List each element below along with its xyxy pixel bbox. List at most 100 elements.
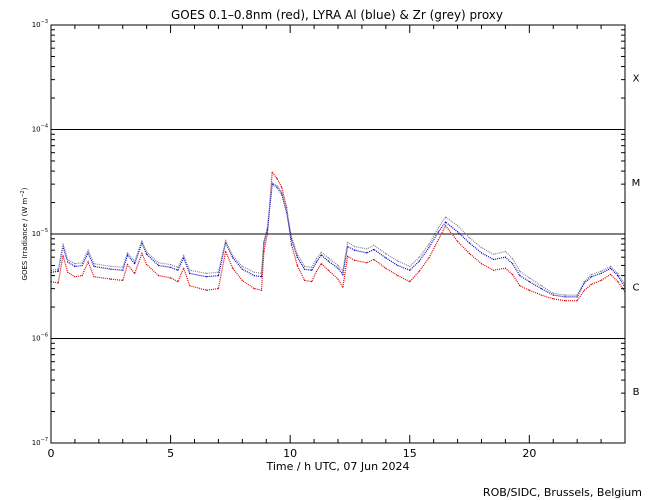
data-point <box>241 265 243 267</box>
data-point <box>87 252 89 254</box>
data-point <box>528 281 530 283</box>
data-point <box>468 237 471 239</box>
data-point <box>610 267 612 269</box>
data-point <box>62 255 64 257</box>
data-point <box>385 257 387 259</box>
data-point <box>276 186 278 188</box>
data-point <box>397 264 399 267</box>
data-point <box>281 191 283 193</box>
data-point <box>266 227 268 229</box>
data-point <box>205 272 208 274</box>
data-point <box>81 275 83 277</box>
series-line <box>50 181 626 296</box>
y-axis-label-main: GOES Irradiance / (W m <box>21 197 29 280</box>
data-point <box>519 285 521 287</box>
data-point <box>373 258 375 261</box>
data-point <box>552 292 554 294</box>
data-point <box>409 265 411 267</box>
data-point <box>445 216 447 218</box>
data-point <box>583 282 585 284</box>
series-line <box>50 183 626 298</box>
data-point <box>418 260 420 262</box>
data-point <box>457 240 459 242</box>
flare-class-label: C <box>633 282 640 293</box>
credit-label: ROB/SIDC, Brussels, Belgium <box>483 486 642 499</box>
data-point <box>366 248 368 250</box>
data-point <box>366 262 368 264</box>
data-point <box>290 235 292 237</box>
x-axis-label: Time / h UTC, 07 Jun 2024 <box>265 460 409 473</box>
data-point <box>590 283 593 285</box>
data-point <box>397 275 399 277</box>
data-point <box>409 269 411 271</box>
data-point <box>366 252 368 254</box>
data-point <box>296 256 298 258</box>
data-point <box>74 276 76 278</box>
data-point <box>600 272 602 274</box>
data-point <box>134 260 136 262</box>
data-point <box>225 250 227 253</box>
data-point <box>428 247 430 249</box>
data-point <box>373 244 375 246</box>
x-tick-label: 20 <box>522 447 536 460</box>
data-point <box>327 269 329 271</box>
data-point <box>320 263 322 265</box>
data-point <box>327 260 329 262</box>
data-point <box>74 263 76 265</box>
data-point <box>122 279 124 281</box>
data-point <box>617 272 619 274</box>
data-point <box>158 275 160 277</box>
data-point <box>492 269 495 271</box>
y-tick-label: 10−3 <box>32 19 48 29</box>
data-point <box>576 296 578 298</box>
data-point <box>303 268 306 270</box>
data-point <box>540 288 542 290</box>
data-point <box>445 225 447 227</box>
data-point <box>600 279 602 281</box>
data-point <box>590 276 593 278</box>
series-path <box>50 170 626 302</box>
data-point <box>320 251 322 253</box>
x-tick-label: 5 <box>167 447 174 460</box>
data-point <box>225 240 227 242</box>
data-point <box>511 258 514 260</box>
data-point <box>134 272 136 274</box>
data-point <box>480 263 483 265</box>
data-point <box>62 243 64 245</box>
data-point <box>296 253 298 255</box>
data-point <box>296 264 298 267</box>
data-point <box>126 264 129 266</box>
data-point <box>504 256 506 258</box>
data-point <box>315 270 318 272</box>
data-point <box>276 177 278 180</box>
data-point <box>511 263 514 265</box>
data-point <box>492 253 495 255</box>
data-point <box>183 255 185 257</box>
data-point <box>170 264 172 266</box>
x-axis-ticks: 0 5 10 15 20 <box>48 25 626 460</box>
y-tick-label: 10−7 <box>32 437 48 447</box>
data-point <box>437 239 439 241</box>
data-point <box>600 270 602 272</box>
class-threshold-lines <box>51 129 625 339</box>
data-point <box>519 270 521 272</box>
data-point <box>528 277 530 279</box>
data-point <box>189 285 191 287</box>
data-point <box>590 273 593 276</box>
data-point <box>110 265 112 267</box>
data-point <box>57 282 59 284</box>
data-point <box>232 267 234 269</box>
data-point <box>303 265 306 267</box>
data-point <box>342 286 344 288</box>
data-point <box>286 209 288 211</box>
data-point <box>583 289 585 291</box>
data-point <box>354 259 356 261</box>
y-tick-label: 10−6 <box>32 333 48 343</box>
data-point <box>67 258 69 261</box>
data-point <box>385 253 387 255</box>
data-point <box>428 257 430 259</box>
series-group <box>50 170 626 302</box>
data-point <box>468 242 471 244</box>
data-point <box>347 255 349 257</box>
data-point <box>617 275 619 277</box>
